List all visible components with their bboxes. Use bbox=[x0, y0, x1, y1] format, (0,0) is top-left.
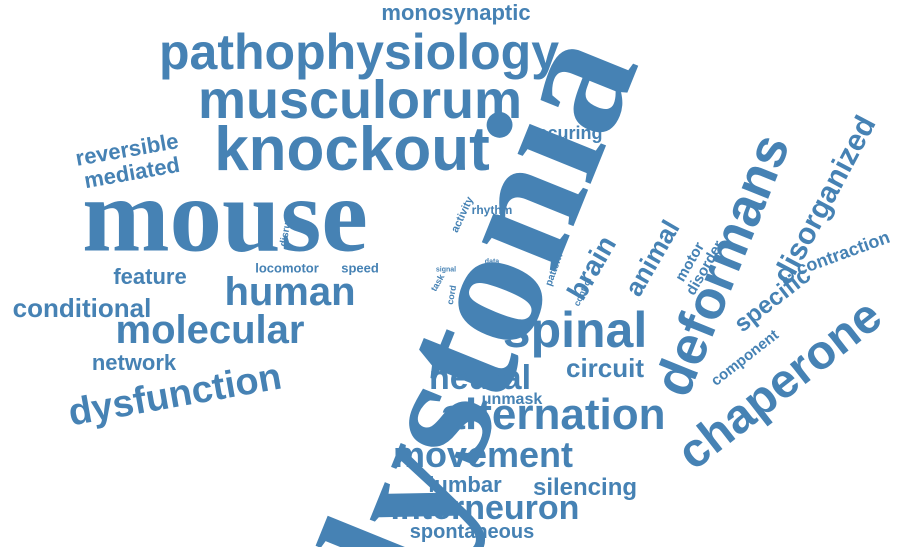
word-interneuron: interneuron bbox=[390, 489, 580, 527]
word-movement: movement bbox=[392, 434, 574, 475]
word-circuit: circuit bbox=[565, 353, 645, 383]
word-unmask: unmask bbox=[481, 391, 543, 408]
word-knockout: knockout bbox=[214, 115, 490, 184]
word-mouse: mouse bbox=[82, 156, 368, 274]
word-neural: neural bbox=[428, 359, 532, 397]
word-network: network bbox=[91, 350, 177, 375]
word-animal: animal bbox=[618, 214, 686, 302]
word-alternation: alternation bbox=[440, 390, 666, 439]
word-silencing: silencing bbox=[532, 474, 638, 501]
word-molecular: molecular bbox=[115, 308, 305, 352]
word-data: data bbox=[484, 258, 500, 266]
word-spontaneous: spontaneous bbox=[409, 521, 535, 543]
word-human: human bbox=[224, 270, 356, 314]
word-conditional: conditional bbox=[12, 293, 152, 323]
word-musculorum: musculorum bbox=[197, 70, 523, 130]
word-signal: signal bbox=[435, 266, 457, 274]
word-locomotor: locomotor bbox=[255, 260, 319, 276]
word-rhythm: rhythm bbox=[471, 203, 513, 217]
word-pathophysiology: pathophysiology bbox=[159, 24, 559, 80]
word-feature: feature bbox=[113, 264, 187, 289]
word-spinal: spinal bbox=[502, 302, 648, 358]
word-monosynaptic: monosynaptic bbox=[381, 0, 531, 25]
word-lumbar: lumbar bbox=[428, 472, 502, 497]
word-speed: speed bbox=[341, 260, 379, 276]
word-securing: securing bbox=[527, 123, 603, 143]
